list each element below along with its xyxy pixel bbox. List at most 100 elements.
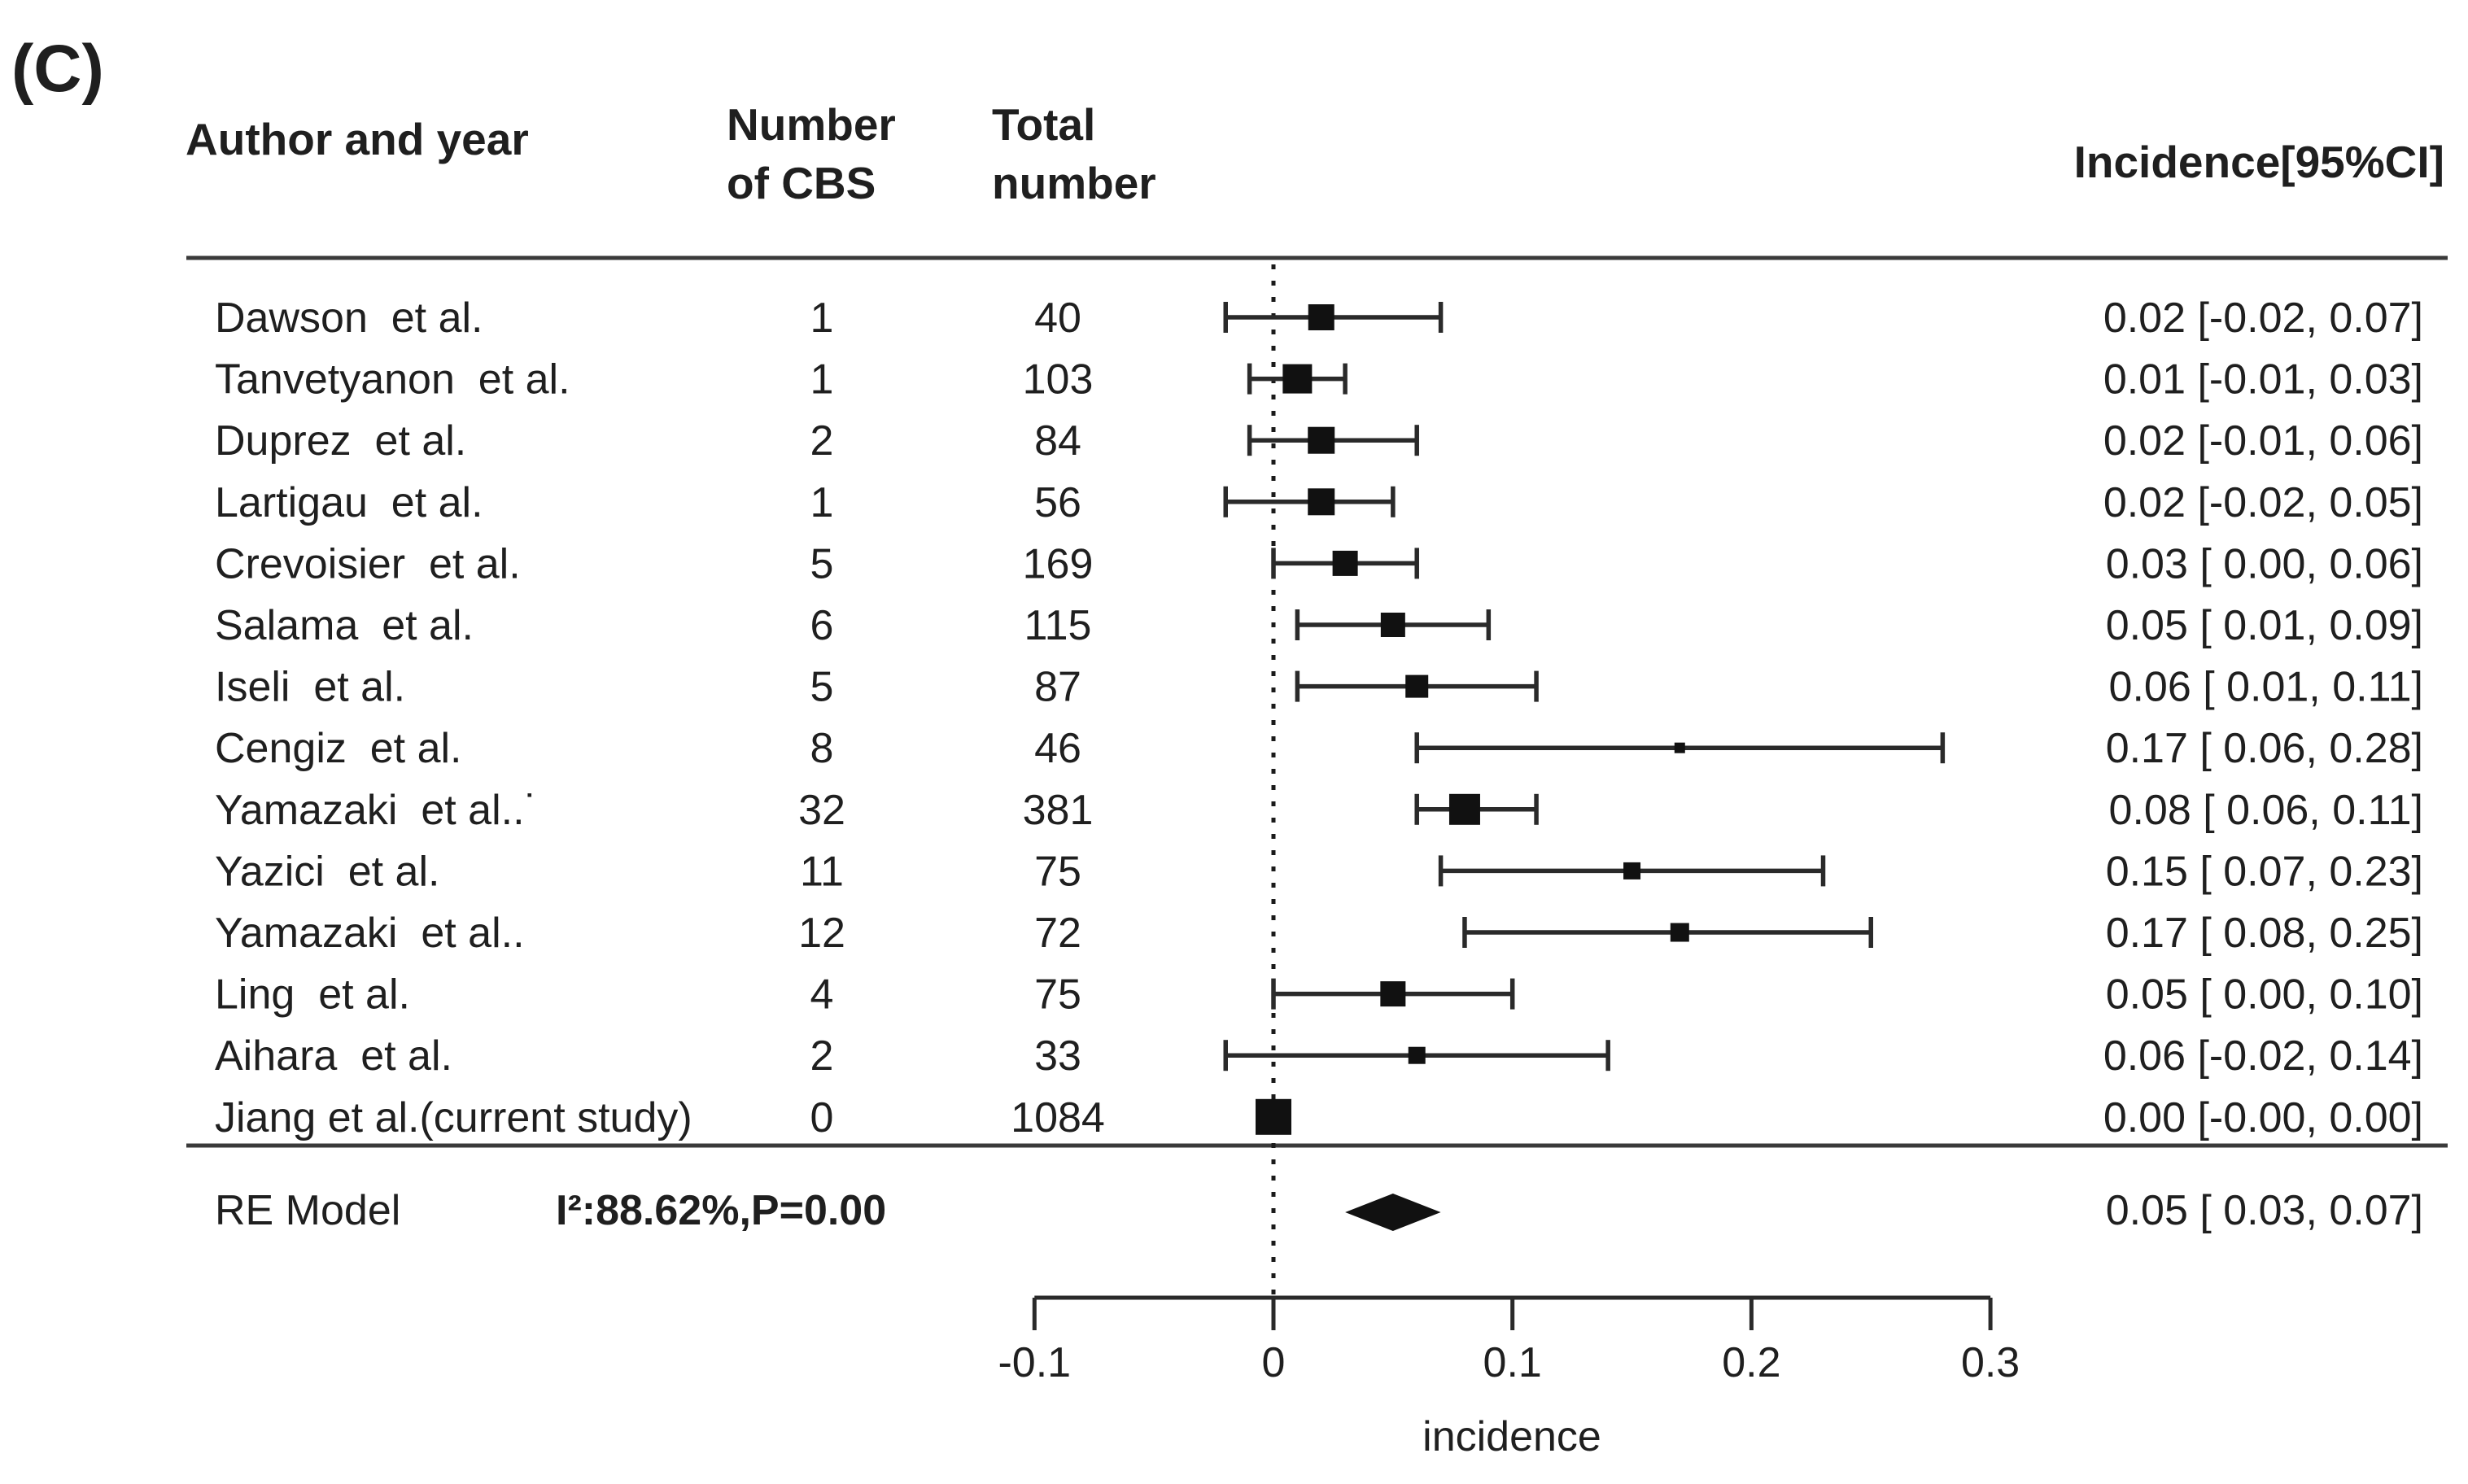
study-total: 1084 (1011, 1094, 1105, 1141)
study-author: Dawson et al. (215, 295, 483, 342)
study-ci-value: 0.02 [-0.02, 0.05] (2103, 479, 2423, 526)
study-cbs-count: 12 (798, 910, 845, 957)
study-total: 103 (1023, 356, 1094, 404)
study-cbs-count: 8 (810, 725, 834, 772)
study-author: Yamazaki et al.. (215, 910, 525, 957)
x-axis-tick-label: 0.1 (1483, 1339, 1542, 1386)
study-cbs-count: 0 (810, 1094, 834, 1141)
study-total: 169 (1023, 540, 1094, 587)
study-ci-value: 0.08 [ 0.06, 0.11] (2109, 787, 2423, 834)
summary-label: RE Model (215, 1187, 400, 1234)
study-cbs-count: 2 (810, 417, 834, 465)
study-row: Dawson et al. 1 40 0.02 [-0.02, 0.07] (215, 295, 2423, 342)
estimate-square-marker (1448, 793, 1480, 825)
study-ci-value: 0.00 [-0.00, 0.00] (2103, 1094, 2423, 1141)
study-author: Jiang et al.(current study) (215, 1094, 692, 1141)
x-axis-tick-label: 0.3 (1961, 1339, 2020, 1386)
study-author: Yamazaki et al..˙ (215, 787, 539, 834)
study-row: Aihara et al. 2 33 0.06 [-0.02, 0.14] (215, 1032, 2423, 1080)
study-author: Salama et al. (215, 602, 474, 649)
study-ci-value: 0.03 [ 0.00, 0.06] (2106, 540, 2423, 587)
study-row: Tanvetyanon et al. 1 103 0.01 [-0.01, 0.03] (215, 356, 2423, 404)
study-total: 381 (1023, 787, 1094, 834)
study-ci-value: 0.02 [-0.02, 0.07] (2103, 295, 2423, 342)
study-total: 87 (1034, 664, 1081, 711)
study-total: 46 (1034, 725, 1081, 772)
study-author: Lartigau et al. (215, 479, 483, 526)
study-author: Cengiz et al. (215, 725, 462, 772)
estimate-square-marker (1282, 364, 1313, 394)
study-author: Yazici et al. (215, 848, 439, 895)
study-row: Jiang et al.(current study) 0 1084 0.00 [-0… (215, 1094, 2423, 1141)
estimate-square-marker (1380, 613, 1405, 637)
study-cbs-count: 11 (800, 848, 844, 895)
study-ci-value: 0.06 [ 0.01, 0.11] (2109, 664, 2423, 711)
study-cbs-count: 5 (810, 664, 834, 711)
summary-diamond-marker (1345, 1194, 1441, 1231)
estimate-square-marker (1405, 674, 1429, 698)
study-cbs-count: 1 (810, 479, 834, 526)
x-axis-title: incidence (1422, 1413, 1601, 1460)
x-axis-tick-label: 0 (1262, 1339, 1286, 1386)
study-row: Ling et al. 4 75 0.05 [ 0.00, 0.10] (215, 971, 2423, 1019)
col-header-author: Author and year (186, 114, 529, 164)
study-total: 56 (1034, 479, 1081, 526)
estimate-square-marker (1332, 550, 1358, 576)
study-row: Cengiz et al. 8 46 0.17 [ 0.06, 0.28] (215, 725, 2423, 772)
study-row: Iseli et al. 5 87 0.06 [ 0.01, 0.11] (215, 664, 2423, 711)
summary-ci-value: 0.05 [ 0.03, 0.07] (2106, 1187, 2423, 1234)
study-total: 75 (1034, 971, 1081, 1019)
estimate-square-marker (1256, 1098, 1291, 1135)
study-total: 40 (1034, 295, 1081, 342)
x-axis-ticks: -0.1 0 0.1 0.2 0.3 (998, 1298, 2020, 1386)
x-axis-tick-label: -0.1 (998, 1339, 1071, 1386)
study-ci-value: 0.05 [ 0.00, 0.10] (2106, 971, 2423, 1019)
study-total: 72 (1034, 910, 1081, 957)
x-axis: -0.1 0 0.1 0.2 0.3 incidence (998, 1295, 2020, 1460)
study-author: Aihara et al. (215, 1032, 452, 1080)
estimate-square-marker (1308, 304, 1334, 330)
study-row: Lartigau et al. 1 56 0.02 [-0.02, 0.05] (215, 479, 2423, 526)
col-header-cbs-line1: Number (727, 99, 896, 150)
estimate-square-marker (1623, 862, 1641, 879)
study-author: Crevoisier et al. (215, 540, 521, 587)
study-cbs-count: 2 (810, 1032, 834, 1080)
study-row: Yamazaki et al..˙ 32 381 0.08 [ 0.06, 0.11] (215, 787, 2423, 834)
col-header-total-line2: number (992, 158, 1156, 208)
study-total: 75 (1034, 848, 1081, 895)
heterogeneity-text: I²:88.62%,P=0.00 (556, 1187, 886, 1234)
study-ci-value: 0.06 [-0.02, 0.14] (2103, 1032, 2423, 1080)
study-cbs-count: 6 (810, 602, 834, 649)
study-total: 115 (1024, 602, 1092, 649)
study-ci-value: 0.05 [ 0.01, 0.09] (2106, 602, 2423, 649)
x-axis-tick-label: 0.2 (1722, 1339, 1780, 1386)
study-cbs-count: 5 (810, 540, 834, 587)
study-ci-value: 0.17 [ 0.08, 0.25] (2106, 910, 2423, 957)
study-author: Duprez et al. (215, 417, 466, 465)
study-row: Crevoisier et al. 5 169 0.03 [ 0.00, 0.06] (215, 540, 2423, 587)
col-header-total-line1: Total (992, 99, 1095, 150)
study-cbs-count: 1 (810, 356, 834, 404)
estimate-square-marker (1408, 1046, 1426, 1064)
study-row: Yamazaki et al.. 12 72 0.17 [ 0.08, 0.25] (215, 910, 2423, 957)
study-row: Duprez et al. 2 84 0.02 [-0.01, 0.06] (215, 417, 2423, 465)
study-total: 33 (1034, 1032, 1081, 1080)
study-ci-value: 0.15 [ 0.07, 0.23] (2106, 848, 2423, 895)
col-header-incidence: Incidence[95%CI] (2074, 137, 2444, 187)
study-total: 84 (1034, 417, 1081, 465)
study-author: Iseli et al. (215, 664, 405, 711)
estimate-square-marker (1380, 981, 1406, 1007)
study-cbs-count: 4 (810, 971, 834, 1019)
estimate-square-marker (1670, 923, 1689, 942)
study-ci-value: 0.01 [-0.01, 0.03] (2103, 356, 2423, 404)
study-ci-value: 0.02 [-0.01, 0.06] (2103, 417, 2423, 465)
study-ci-value: 0.17 [ 0.06, 0.28] (2106, 725, 2423, 772)
study-rows: Dawson et al. 1 40 0.02 [-0.02, 0.07]Tanvet… (215, 295, 2423, 1141)
study-cbs-count: 32 (798, 787, 845, 834)
study-row: Yazici et al. 11 75 0.15 [ 0.07, 0.23] (215, 848, 2423, 895)
study-author: Ling et al. (215, 971, 410, 1019)
estimate-square-marker (1308, 488, 1335, 516)
estimate-square-marker (1674, 742, 1685, 753)
estimate-square-marker (1308, 426, 1335, 454)
